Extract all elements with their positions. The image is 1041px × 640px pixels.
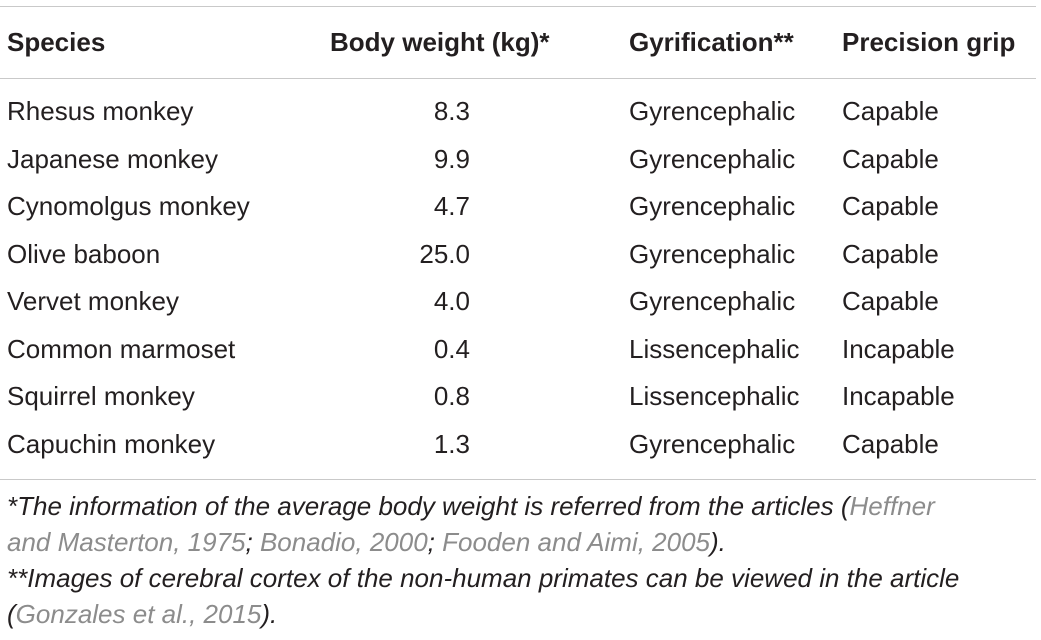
cell-gyrification: Gyrencephalic: [629, 238, 796, 269]
citation-heffner-cont[interactable]: and Masterton, 1975: [7, 527, 246, 557]
cell-body-weight: 0.4: [433, 333, 470, 364]
cell-precision-grip: Capable: [842, 143, 939, 174]
cell-species: Japanese monkey: [7, 143, 219, 174]
cell-species: Olive baboon: [7, 238, 161, 269]
cell-gyrification: Lissencephalic: [629, 333, 800, 364]
citation-bonadio[interactable]: Bonadio, 2000: [259, 527, 428, 557]
cell-species: Rhesus monkey: [7, 96, 194, 126]
footnote-1-line-1: *The information of the average body wei…: [7, 488, 1035, 524]
cell-gyrification: Gyrencephalic: [629, 286, 796, 316]
citation-separator: ;: [427, 527, 443, 557]
footnote-1-text: *The information of the average body wei…: [7, 491, 850, 521]
footnote-2-open: (: [7, 599, 16, 629]
cell-precision-grip: Capable: [842, 191, 939, 221]
header-species: Species: [7, 27, 106, 57]
cell-gyrification: Lissencephalic: [629, 381, 800, 411]
footnote-1-end: ).: [710, 527, 726, 557]
table-footnotes: *The information of the average body wei…: [7, 488, 1035, 632]
cell-species: Common marmoset: [7, 333, 236, 364]
citation-heffner[interactable]: Heffner: [849, 491, 935, 521]
footnote-2-line-2: (Gonzales et al., 2015).: [7, 596, 1035, 632]
cell-precision-grip: Capable: [842, 96, 939, 126]
cell-precision-grip: Incapable: [842, 381, 955, 411]
cell-precision-grip: Capable: [842, 238, 939, 269]
cell-body-weight: 25.0: [419, 238, 470, 269]
footnote-1-line-2: and Masterton, 1975; Bonadio, 2000; Food…: [7, 524, 1035, 560]
cell-gyrification: Gyrencephalic: [629, 143, 796, 174]
cell-body-weight: 9.9: [433, 143, 470, 174]
cell-body-weight: 0.8: [433, 381, 470, 411]
header-precision-grip: Precision grip: [842, 27, 1016, 57]
cell-precision-grip: Incapable: [842, 333, 955, 364]
footnote-2-text: **Images of cerebral cortex of the non-h…: [7, 563, 960, 593]
citation-gonzales[interactable]: Gonzales et al., 2015: [15, 599, 262, 629]
cell-body-weight: 4.7: [433, 191, 470, 221]
cell-species: Capuchin monkey: [7, 428, 216, 459]
cell-species: Vervet monkey: [7, 286, 179, 316]
header-gyrification: Gyrification**: [629, 27, 794, 57]
cell-gyrification: Gyrencephalic: [629, 191, 796, 221]
cell-precision-grip: Capable: [842, 286, 939, 316]
cell-body-weight: 1.3: [433, 428, 470, 459]
header-rule: [0, 78, 1036, 79]
table-top-rule: [0, 6, 1036, 7]
cell-precision-grip: Capable: [842, 428, 939, 459]
footnote-2-end: ).: [261, 599, 278, 629]
cell-gyrification: Gyrencephalic: [629, 96, 796, 126]
citation-separator: ;: [245, 527, 260, 557]
cell-body-weight: 4.0: [433, 286, 470, 316]
cell-gyrification: Gyrencephalic: [629, 428, 796, 459]
citation-fooden[interactable]: Fooden and Aimi, 2005: [442, 527, 711, 557]
cell-species: Squirrel monkey: [7, 381, 195, 411]
cell-body-weight: 8.3: [433, 96, 470, 126]
header-body-weight: Body weight (kg)*: [330, 27, 550, 57]
table-bottom-rule: [0, 479, 1036, 480]
footnote-2-line-1: **Images of cerebral cortex of the non-h…: [7, 560, 1035, 596]
cell-species: Cynomolgus monkey: [7, 191, 250, 221]
